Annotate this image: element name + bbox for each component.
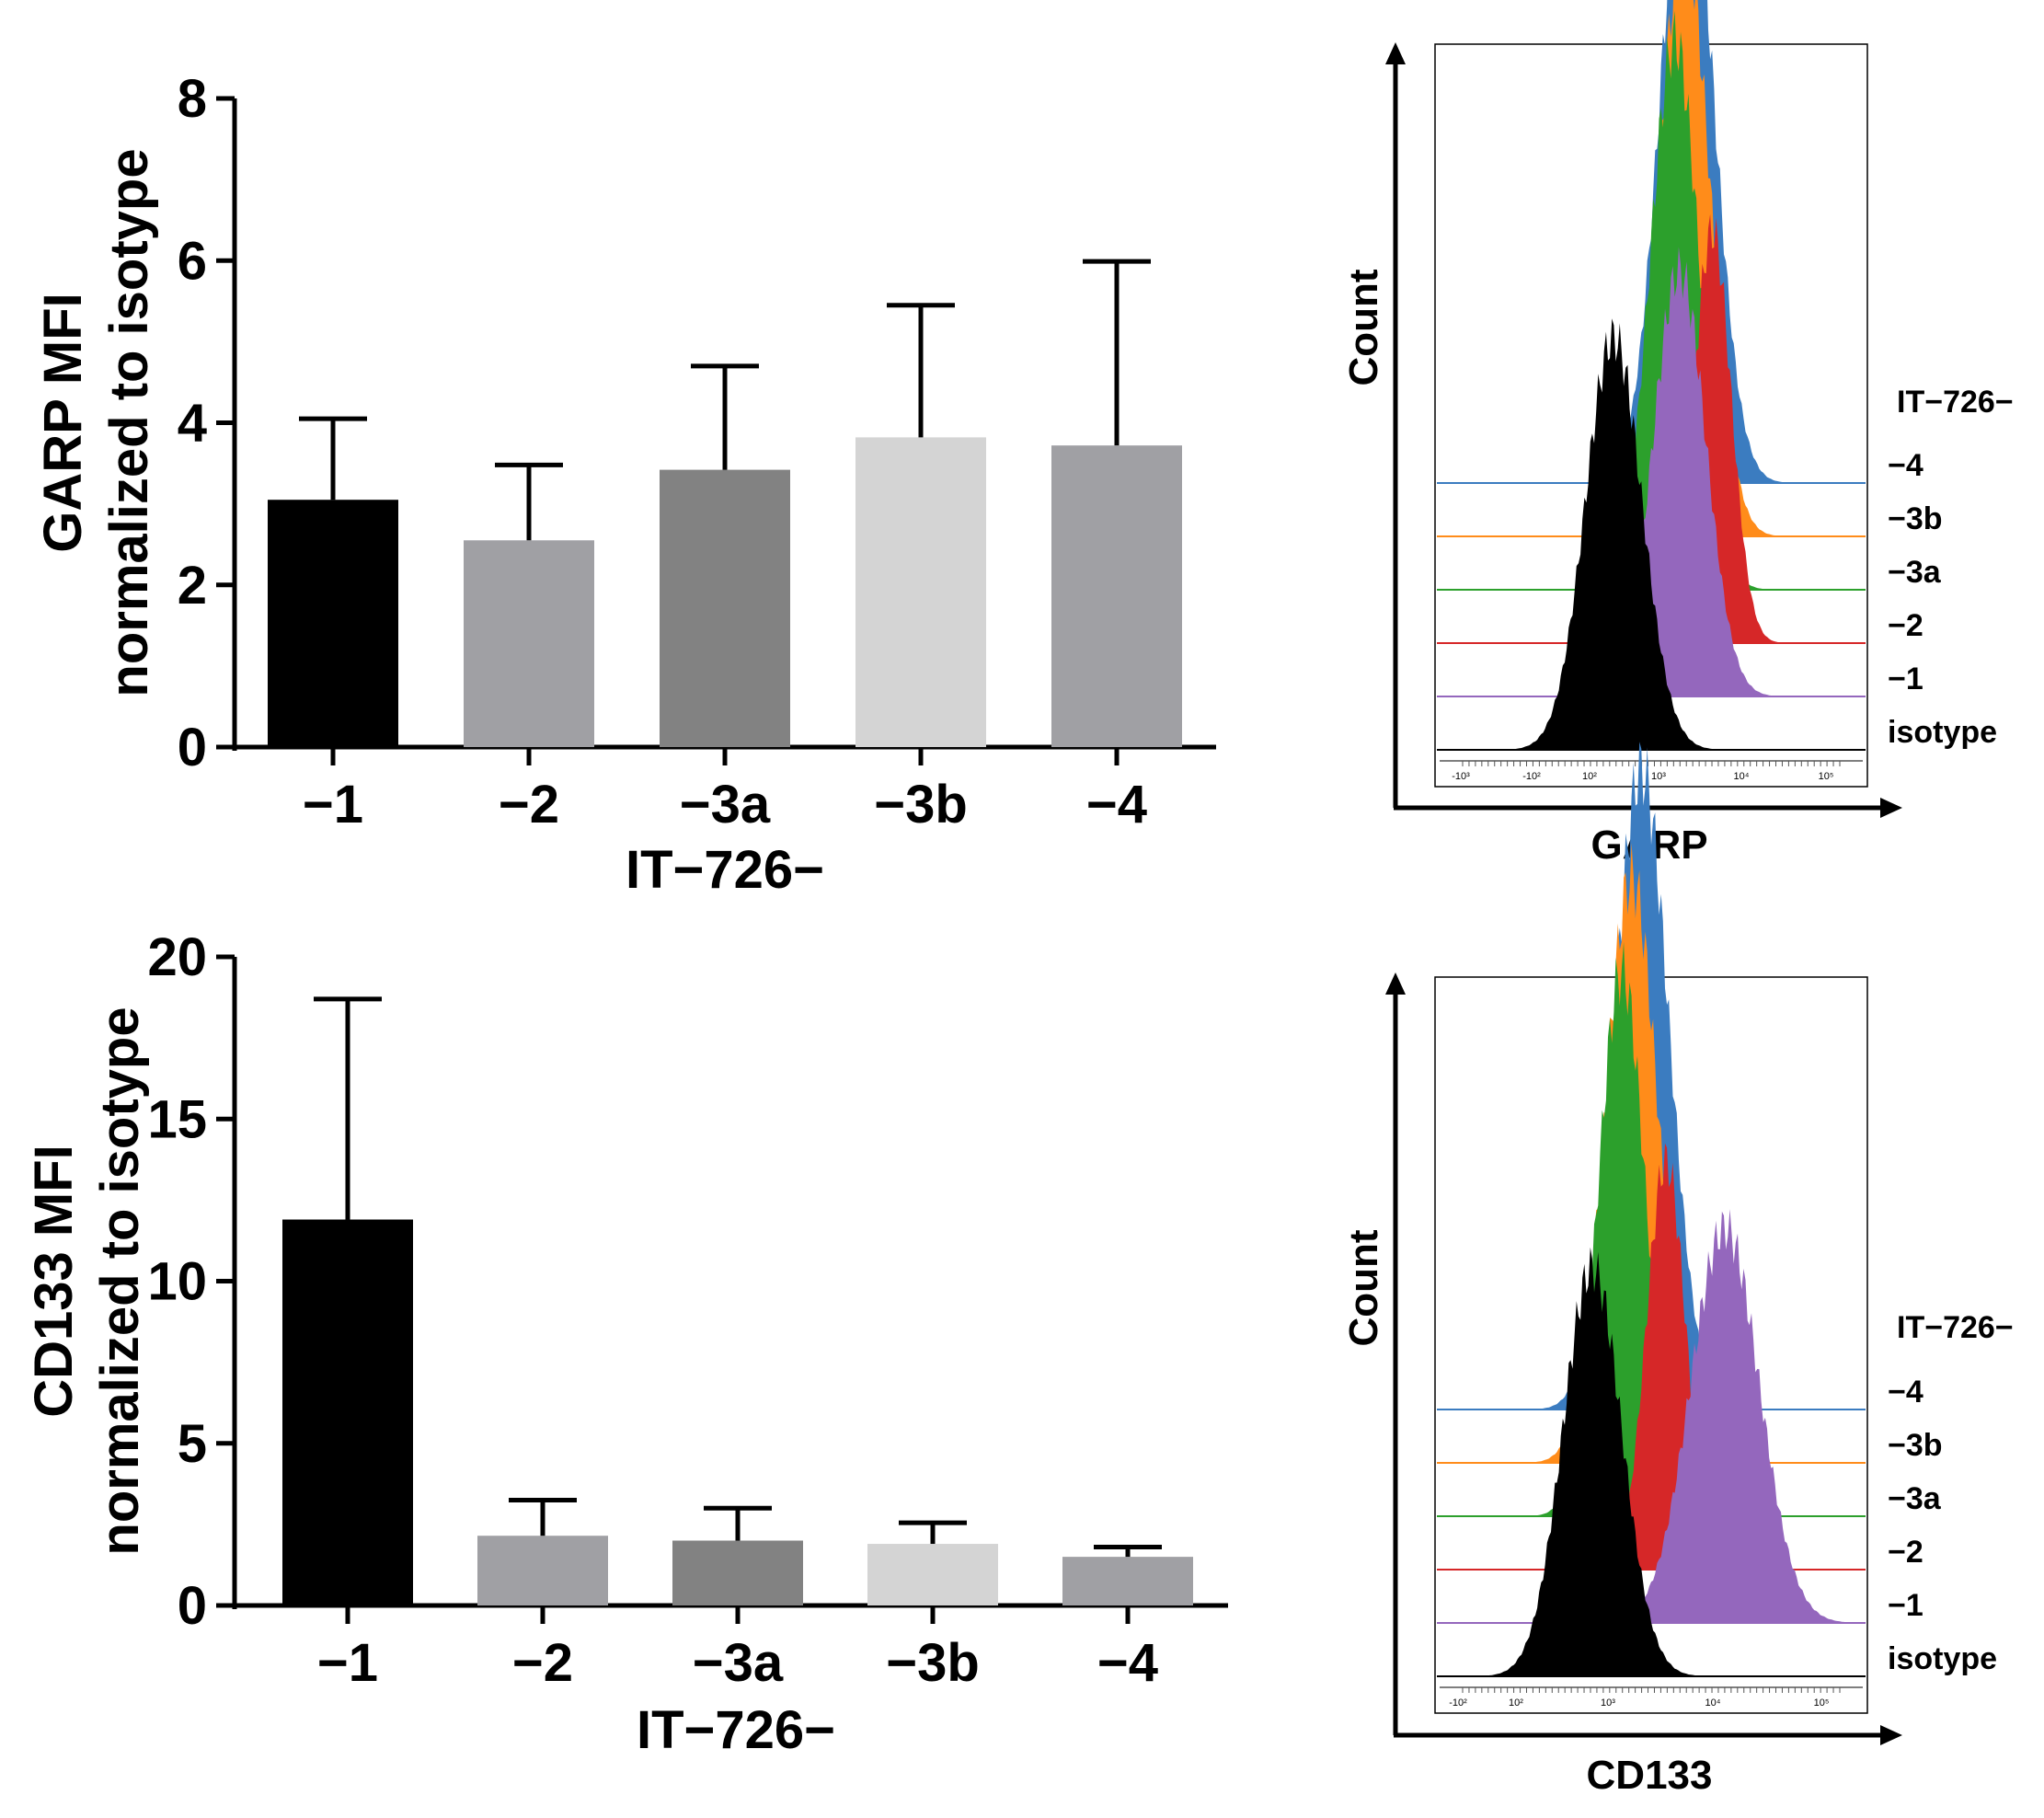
bar-chart-top-left: 0 2 4 6 8 −1 −2 −3a −3b −4 IT−726− GARP MFI normaliz… (33, 69, 1216, 900)
legend-label-1: −3b (1888, 501, 1943, 536)
y-tick-label: 0 (178, 718, 207, 777)
hist-tick-label: 10⁴ (1705, 1697, 1721, 1709)
hist-series-1 (1435, 843, 1867, 1463)
hist-tick-label: 10⁵ (1819, 771, 1834, 782)
y-axis-subtitle: normalized to isotype (99, 148, 159, 696)
y-axis-subtitle: normalized to isotype (90, 1007, 150, 1555)
legend-label-2: −3a (1888, 1481, 1942, 1516)
hist-tick-label: 10⁵ (1814, 1697, 1830, 1709)
legend-label-5: isotype (1888, 1641, 1997, 1676)
hist-frame (1434, 43, 1868, 788)
x-tick-label: −4 (1097, 1633, 1158, 1693)
bar-4 (1051, 445, 1182, 747)
y-tick-label: 4 (178, 394, 207, 454)
hist-tick-label: 10² (1582, 771, 1597, 782)
hist-series-3 (1435, 1143, 1867, 1570)
y-axis-title: GARP MFI (33, 293, 93, 553)
legend-label-1: −3b (1888, 1428, 1943, 1463)
hist-y-title: Count (1341, 269, 1386, 385)
x-axis-title: IT−726− (637, 1700, 835, 1760)
x-tick-label: −1 (317, 1633, 378, 1693)
bar-2 (660, 469, 790, 747)
x-tick-label: −3b (874, 775, 968, 834)
hist-x-arrow (1880, 798, 1902, 818)
bar-3 (855, 437, 986, 747)
legend-title: IT−726− (1897, 385, 2014, 420)
y-tick-label: 2 (178, 556, 207, 616)
hist-tick-label: -10³ (1452, 771, 1470, 782)
y-tick-label: 5 (178, 1414, 207, 1474)
legend-title: IT−726− (1897, 1310, 2014, 1345)
x-tick-label: −3b (886, 1633, 980, 1693)
hist-series-4 (1435, 1209, 1867, 1623)
legend-label-4: −1 (1888, 1588, 1923, 1623)
y-tick-label: 15 (147, 1089, 207, 1149)
hist-tick-label: -10² (1449, 1697, 1467, 1709)
legend-label-0: −4 (1888, 448, 1923, 483)
hist-y-arrow (1385, 972, 1406, 995)
hist-y-title: Count (1341, 1229, 1386, 1346)
hist-series-4 (1435, 247, 1867, 696)
x-tick-label: −1 (303, 775, 363, 834)
legend-label-3: −2 (1888, 608, 1923, 643)
x-tick-label: −2 (499, 775, 559, 834)
hist-tick-label: -10² (1522, 771, 1541, 782)
hist-x-arrow (1880, 1725, 1902, 1745)
hist-x-title: CD133 (1587, 1753, 1713, 1798)
x-tick-label: −2 (512, 1633, 573, 1693)
bar-1 (464, 540, 594, 747)
histogram-bottom-right: -10² 10² 10³ 10⁴ 10⁵ Count CD133 IT−726− −4 −3b −3… (1341, 742, 2014, 1798)
legend-label-0: −4 (1888, 1375, 1923, 1410)
hist-tick-label: 10³ (1651, 771, 1666, 782)
hist-tick-label: 10² (1509, 1697, 1523, 1709)
hist-y-arrow (1385, 42, 1406, 64)
legend-label-4: −1 (1888, 662, 1923, 696)
legend-label-5: isotype (1888, 715, 1997, 750)
hist-tick-label: 10⁴ (1734, 771, 1750, 782)
bar-1 (477, 1536, 608, 1605)
bar-2 (672, 1540, 803, 1605)
hist-series-2 (1435, 10, 1867, 590)
y-tick-label: 8 (178, 69, 207, 129)
bar-0 (282, 1219, 413, 1605)
y-axis-title: CD133 MFI (24, 1145, 84, 1418)
y-tick-label: 20 (147, 927, 207, 987)
y-tick-label: 6 (178, 231, 207, 291)
x-tick-label: −4 (1086, 775, 1147, 834)
x-tick-label: −3a (680, 775, 771, 834)
legend-label-2: −3a (1888, 555, 1942, 590)
hist-tick-label: 10³ (1601, 1697, 1615, 1709)
bar-0 (268, 500, 398, 747)
legend-label-3: −2 (1888, 1535, 1923, 1570)
bar-chart-bottom-left: 0 5 10 15 20 −1 −2 −3a −3b −4 IT−726− CD133 MFI norm… (24, 927, 1228, 1760)
x-tick-label: −3a (693, 1633, 784, 1693)
histogram-top-right: -10³-10²10²10³10⁴10⁵CountGARPIT−726−−4−3… (1341, 0, 2014, 868)
x-axis-title: IT−726− (626, 840, 824, 900)
y-tick-label: 10 (147, 1252, 207, 1312)
y-tick-label: 0 (178, 1576, 207, 1636)
hist-series-5 (1435, 318, 1867, 750)
bar-3 (867, 1544, 998, 1605)
bar-4 (1062, 1557, 1193, 1605)
